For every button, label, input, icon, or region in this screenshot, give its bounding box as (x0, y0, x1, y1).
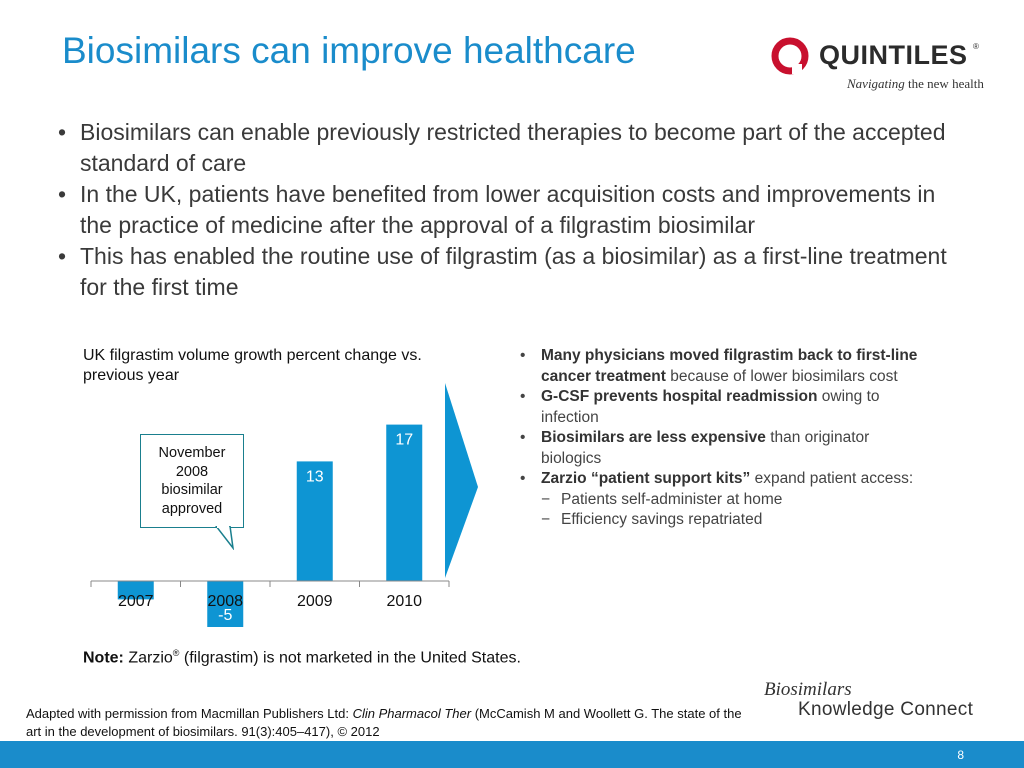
bullet-dot: • (520, 388, 526, 405)
dash-marker: − (541, 511, 551, 528)
bar-2010 (386, 424, 423, 581)
benefit-text: Patients self-administer at home (561, 490, 783, 508)
quintiles-logo-name: QUINTILES (819, 40, 968, 70)
quintiles-tagline: Navigating the new health (847, 76, 984, 92)
benefit-item: • Many physicians moved filgrastim back t… (520, 346, 920, 387)
main-bullet-text: In the UK, patients have benefited from … (80, 181, 936, 238)
benefit-text: Efficiency savings repatriated (561, 511, 763, 528)
chart-title: UK filgrastim volume growth percent chan… (83, 347, 422, 384)
benefit-bold-text: Many physicians moved filgrastim back to… (541, 347, 918, 385)
callout-line: 2008 (175, 463, 209, 480)
bar-data-label: 13 (306, 468, 324, 485)
benefit-bold-text: Biosimilars are less expensive (541, 429, 766, 446)
bar-2008 (207, 581, 244, 627)
benefit-bold-text: Zarzio “patient support kits” (541, 470, 751, 487)
note-reg: ® (172, 648, 180, 658)
approval-callout: November 2008 biosimilar approved (140, 434, 244, 528)
benefit-text: than originator biologics (541, 429, 870, 467)
callout-line: approved (161, 500, 223, 517)
bullet-dot: • (520, 470, 526, 487)
main-bullet: • Biosimilars can enable previously restr… (58, 117, 958, 179)
x-tick-label: 2009 (297, 593, 333, 610)
benefit-bold-text: G-CSF prevents hospital readmission (541, 388, 818, 405)
bullet-dot: • (58, 243, 67, 269)
bar-data-label: -5 (218, 607, 232, 624)
benefit-subitem: − Patients self-administer at home (520, 490, 920, 511)
benefits-list: • Many physicians moved filgrastim back t… (520, 346, 920, 531)
quintiles-logo-mark (771, 37, 809, 75)
slide-title: Biosimilars can improve healthcare (62, 30, 636, 71)
bar-2009 (296, 461, 333, 581)
callout-line: biosimilar (161, 482, 223, 498)
footer-bar: 8 (0, 741, 1024, 768)
bullet-dot: • (520, 347, 526, 364)
benefit-subitem: − Efficiency savings repatriated (520, 510, 920, 531)
quintiles-logo: QUINTILES ® Navigating the new health (768, 36, 1000, 94)
benefit-text: expand patient access: (750, 470, 914, 487)
main-bullet: • This has enabled the routine use of fil… (58, 241, 958, 303)
bullet-dot: • (58, 119, 67, 145)
bullet-dot: • (520, 429, 526, 446)
bar-2007 (117, 581, 154, 600)
x-tick-label: 2007 (118, 593, 154, 610)
bullet-dot: • (58, 181, 67, 207)
quintiles-logo-registered: ® (973, 42, 979, 51)
main-bullet-text: Biosimilars can enable previously restri… (80, 119, 946, 176)
dash-marker: − (541, 490, 551, 508)
tagline-rest: the new health (904, 76, 984, 91)
benefit-item: • G-CSF prevents hospital readmission owi… (520, 387, 920, 428)
benefit-item: • Zarzio “patient support kits” expand pa… (520, 469, 920, 490)
source-prefix: Adapted with permission from Macmillan P… (26, 706, 353, 721)
page-number: 8 (957, 748, 964, 762)
bkc-logo-top: Biosimilars (764, 679, 852, 700)
source-journal: Clin Pharmacol Ther (352, 706, 472, 721)
source-citation: Adapted with permission from Macmillan P… (26, 705, 756, 741)
main-bullet-text: This has enabled the routine use of filg… (80, 243, 947, 300)
source-suffix: (McCamish M and Woollett G. The state of… (26, 706, 742, 739)
volume-growth-chart: 2007 2008 2009 2010 -5 13 17 (90, 383, 478, 627)
tagline-italic: Navigating (847, 76, 905, 91)
chart-arrow (445, 383, 478, 578)
callout-pointer (215, 526, 235, 550)
x-tick-label: 2010 (386, 593, 422, 610)
note-brand: Zarzio (123, 649, 173, 667)
biosimilars-knowledge-connect-logo: Biosimilars Knowledge Connect (764, 679, 973, 720)
bkc-logo-bottom: Knowledge Connect (798, 699, 974, 720)
main-bullet: • In the UK, patients have benefited from… (58, 179, 958, 241)
x-tick-label: 2008 (207, 593, 243, 610)
benefit-text: owing to infection (541, 388, 880, 426)
benefit-text: because of lower biosimilars cost (665, 367, 898, 385)
benefit-item: • Biosimilars are less expensive than ori… (520, 428, 920, 469)
note-text: (filgrastim) is not marketed in the Unit… (179, 649, 521, 667)
note-label: Note: (83, 649, 124, 667)
callout-line: November (158, 445, 226, 461)
note: Note: Zarzio® (filgrastim) is not market… (83, 648, 521, 667)
main-bullet-list: • Biosimilars can enable previously restr… (58, 117, 958, 303)
bar-data-label: 17 (395, 432, 413, 449)
